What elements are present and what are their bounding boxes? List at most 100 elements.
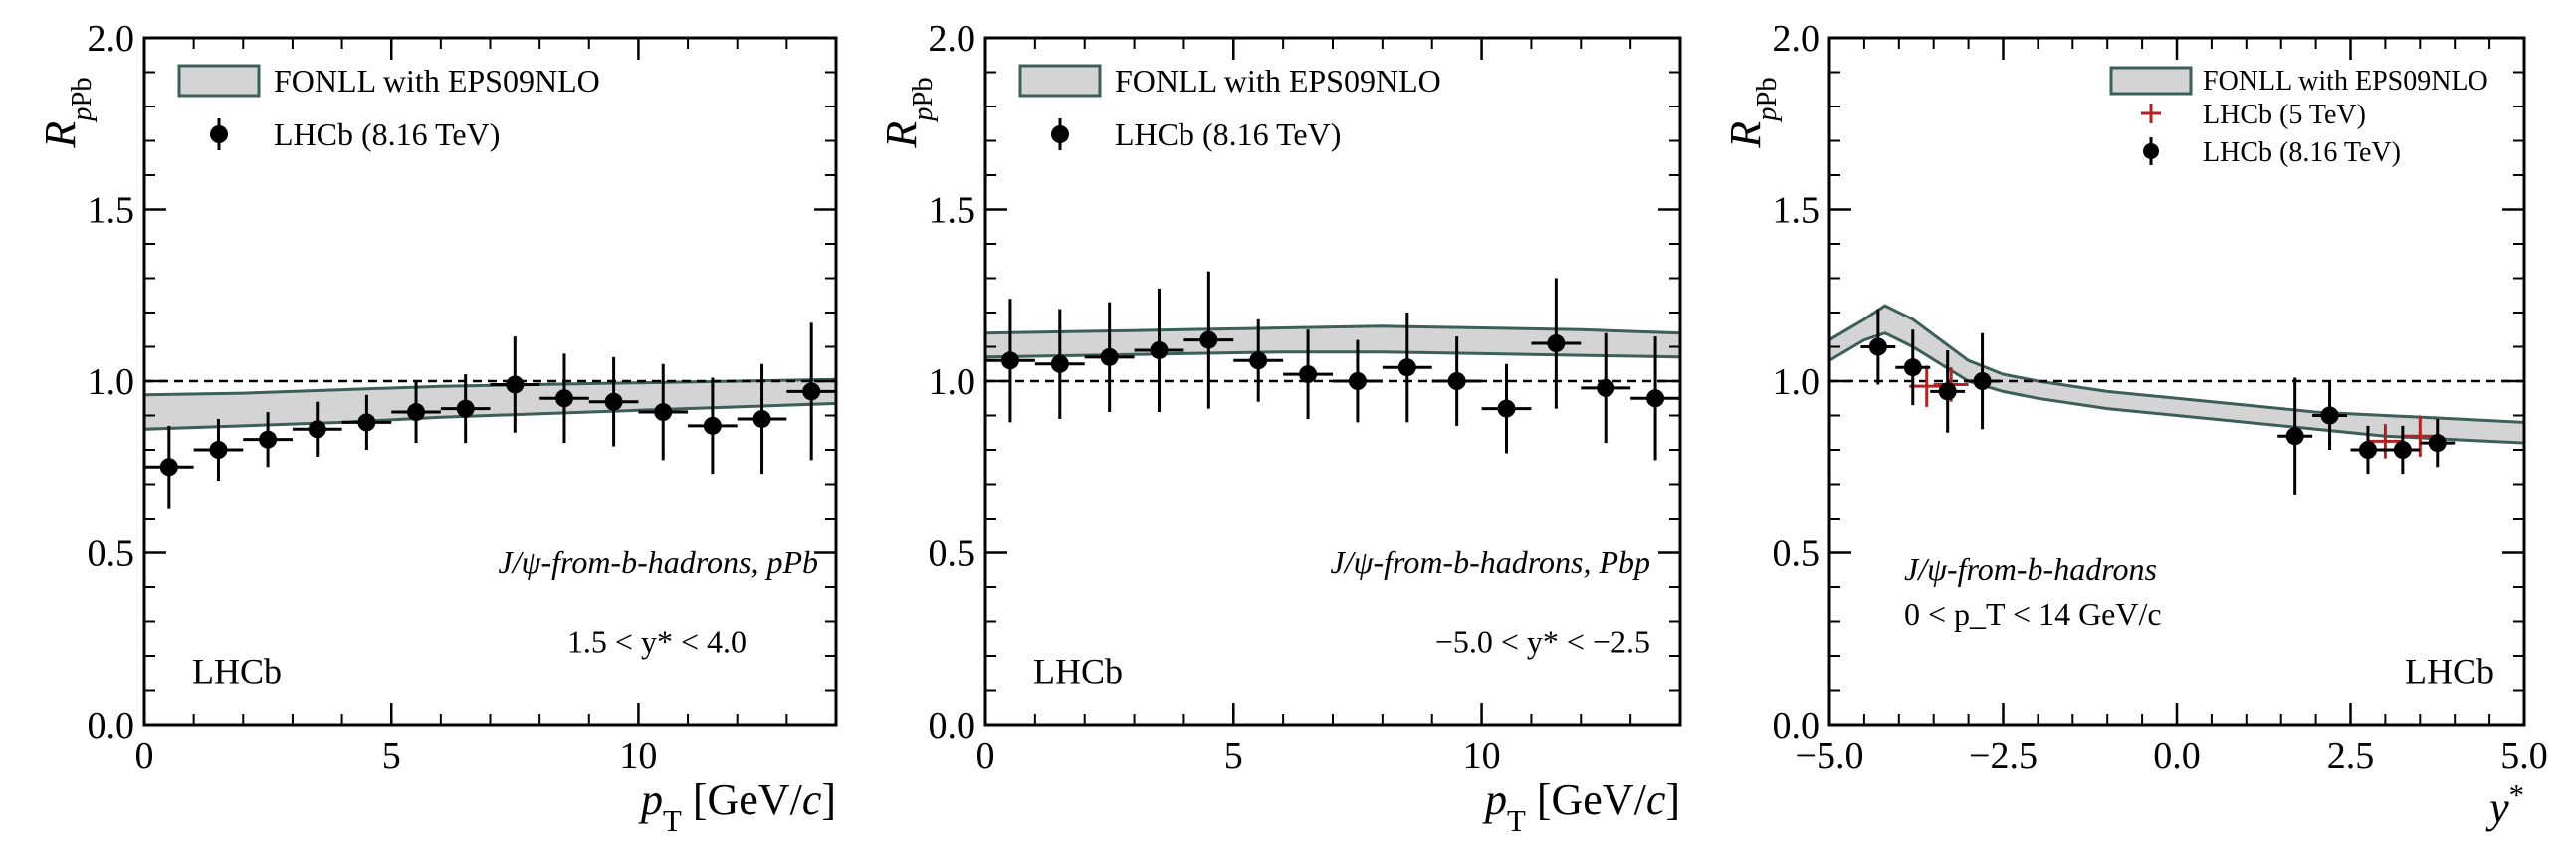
- data-point: [292, 401, 342, 457]
- lhcb-watermark: LHCb: [1033, 652, 1123, 692]
- y-tick-label: 0.0: [929, 705, 976, 746]
- marker: [1150, 340, 1169, 359]
- y-tick-label: 1.0: [88, 361, 135, 403]
- marker: [357, 413, 376, 432]
- annotation-rapidity: −5.0 < y* < −2.5: [1435, 624, 1650, 660]
- annotation-process: J/ψ-from-b-hadrons: [1904, 551, 2157, 587]
- data-point: [737, 363, 787, 475]
- data-point: [539, 353, 589, 444]
- marker: [2428, 434, 2447, 453]
- data-point: [1084, 302, 1135, 413]
- lhcb-watermark: LHCb: [2405, 652, 2494, 692]
- marker: [2320, 406, 2339, 425]
- data-point: [688, 377, 738, 475]
- data-point: [193, 418, 244, 482]
- y-tick-label: 0.5: [88, 533, 135, 575]
- marker: [1646, 389, 1665, 408]
- marker: [1938, 382, 1957, 401]
- legend-label: LHCb (8.16 TeV): [274, 116, 500, 152]
- x-tick-label: 0: [976, 736, 995, 777]
- x-tick-label: 5: [1224, 736, 1243, 777]
- y-tick-label: 1.0: [1773, 361, 1821, 403]
- lhcb-watermark: LHCb: [192, 652, 282, 692]
- data-point: [1431, 336, 1482, 426]
- data-point: [2277, 377, 2313, 495]
- annotation-process: J/ψ-from-b-hadrons, Pbp: [1331, 544, 1650, 580]
- marker: [1903, 358, 1922, 377]
- legend-label: FONLL with EPS09NLO: [2203, 66, 2488, 97]
- chart-panel-3: 0.0 0.5 1.0 1.5 2.0 −5.0 −2.5 0.0 2.5 5.0 RpPb y* FO…: [1721, 18, 2548, 832]
- data-point: [1134, 288, 1184, 413]
- legend-label: LHCb (8.16 TeV): [2203, 137, 2401, 168]
- marker: [209, 441, 228, 459]
- data-point: [1481, 363, 1532, 454]
- legend: FONLL with EPS09NLO LHCb (8.16 TeV): [1018, 63, 1441, 152]
- y-axis-label-text: RpPb: [877, 77, 939, 148]
- x-tick-label: 0: [135, 736, 154, 777]
- y-axis-label: RpPb: [1721, 77, 1783, 148]
- marker: [2393, 441, 2412, 459]
- marker: [259, 430, 278, 449]
- legend-band-swatch: [1018, 64, 1102, 98]
- fonll-band: [983, 324, 1682, 359]
- y-tick-label: 1.5: [1773, 190, 1821, 232]
- data-point: [2420, 418, 2456, 468]
- marker: [1348, 372, 1367, 390]
- x-tick-label: −2.5: [1969, 736, 2038, 777]
- series-lhcb-8tev: [144, 322, 836, 509]
- data-point: [1233, 318, 1284, 402]
- marker: [1868, 337, 1887, 356]
- annotation-kinematics: 0 < p_T < 14 GeV/c: [1904, 596, 2162, 632]
- data-point: [1965, 332, 2001, 430]
- annotation-process: J/ψ-from-b-hadrons, pPb: [499, 544, 818, 580]
- marker: [802, 382, 821, 401]
- marker: [308, 420, 326, 439]
- legend-label: FONLL with EPS09NLO: [274, 63, 600, 99]
- marker: [1397, 358, 1416, 377]
- y-tick-label: 2.0: [929, 18, 976, 60]
- y-tick-label: 0.5: [1773, 533, 1821, 575]
- data-point: [391, 381, 441, 444]
- y-tick-label: 2.0: [1773, 18, 1821, 60]
- x-axis-label: pT [GeV/c]: [638, 775, 836, 838]
- data-point: [1333, 339, 1383, 423]
- data-point: [2385, 425, 2421, 475]
- x-tick-label: 5: [382, 736, 401, 777]
- legend-label: LHCb (5 TeV): [2203, 100, 2366, 130]
- marker: [456, 399, 475, 418]
- series-lhcb-8tev: [1860, 309, 2456, 495]
- chart-panel-1: 0.0 0.5 1.0 1.5 2.0 0 5 10 RpPb pT [GeV/c] FONLL w…: [36, 18, 838, 838]
- marker: [1050, 354, 1069, 373]
- y-axis-label-text: RpPb: [36, 77, 98, 148]
- chart-panel-2: 0.0 0.5 1.0 1.5 2.0 0 5 10 RpPb pT [GeV/c] FONLL w…: [877, 18, 1682, 838]
- data-point: [2312, 381, 2348, 450]
- marker: [506, 375, 525, 394]
- marker: [1199, 330, 1218, 349]
- legend-label: FONLL with EPS09NLO: [1115, 63, 1441, 99]
- marker: [1973, 372, 1992, 390]
- y-axis-label: RpPb: [36, 77, 98, 148]
- y-tick-label: 0.0: [1773, 705, 1821, 746]
- data-point: [243, 412, 293, 468]
- y-tick-label: 0.5: [929, 533, 976, 575]
- data-point: [1382, 313, 1432, 423]
- x-axis-label: pT [GeV/c]: [1482, 775, 1680, 838]
- data-point: [1183, 271, 1234, 409]
- marker: [1547, 334, 1566, 353]
- x-tick-label: 2.5: [2327, 736, 2375, 777]
- marker: [1299, 365, 1318, 384]
- legend-band-swatch: [2109, 66, 2193, 96]
- data-point: [2350, 425, 2386, 475]
- legend-marker: [2143, 143, 2159, 159]
- x-tick-label: 0.0: [2153, 736, 2201, 777]
- x-tick-label: 10: [619, 736, 657, 777]
- data-point: [144, 425, 194, 509]
- marker: [2358, 441, 2377, 459]
- y-tick-label: 0.0: [88, 705, 135, 746]
- y-tick-label: 1.5: [88, 190, 135, 232]
- marker: [1447, 372, 1466, 390]
- y-axis-label: RpPb: [877, 77, 939, 148]
- legend: FONLL with EPS09NLO LHCb (8.16 TeV): [177, 63, 600, 152]
